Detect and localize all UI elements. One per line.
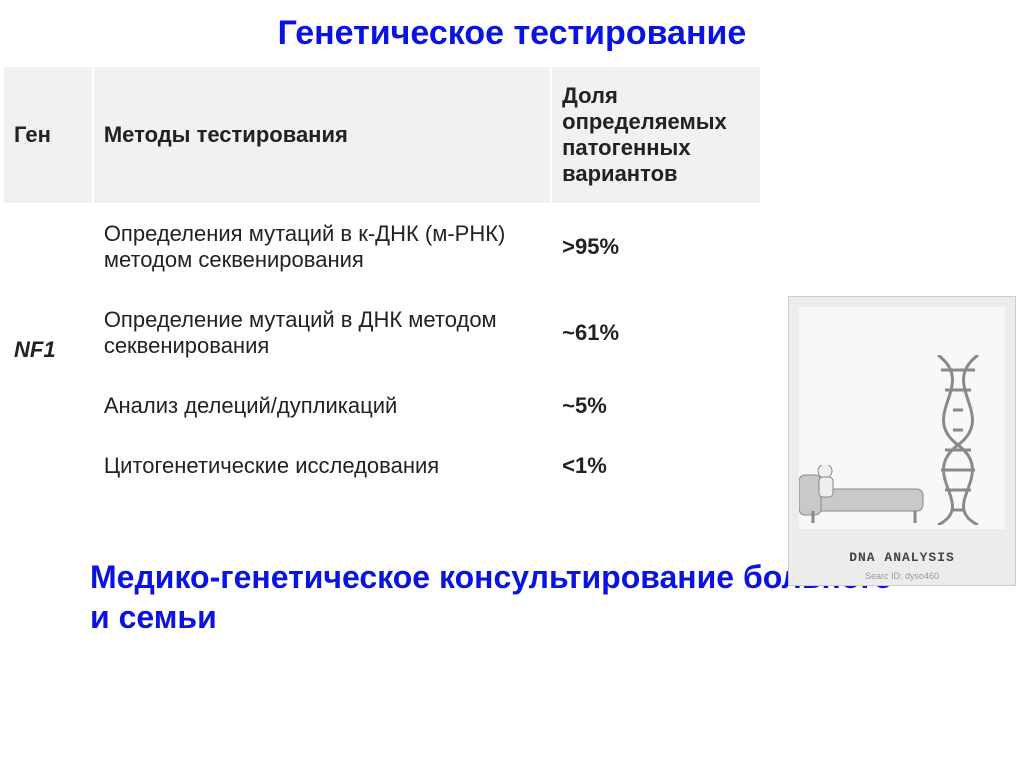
method-cell: Определение мутаций в ДНК методом секвен…: [93, 290, 551, 376]
share-value: ~5%: [562, 393, 607, 418]
method-cell: Анализ делеций/дупликаций: [93, 376, 551, 436]
method-cell: Цитогенетические исследования: [93, 436, 551, 496]
page-title: Генетическое тестирование: [0, 0, 1024, 65]
share-cell: >95%: [551, 204, 761, 290]
col-methods: Методы тестирования: [93, 66, 551, 204]
dna-helix-icon: [923, 355, 993, 525]
cartoon-caption: DNA ANALYSIS: [789, 550, 1015, 565]
share-cell: ~61%: [551, 290, 761, 376]
table-header-row: Ген Методы тестирования Доля определяемы…: [3, 66, 761, 204]
table-row: Цитогенетические исследования <1%: [3, 436, 761, 496]
col-gene: Ген: [3, 66, 93, 204]
share-value: >95%: [562, 234, 619, 259]
share-value: ~61%: [562, 320, 619, 345]
cartoon-watermark: Searc ID: dyso460: [789, 571, 1015, 581]
table-row: Определение мутаций в ДНК методом секвен…: [3, 290, 761, 376]
testing-table: Ген Методы тестирования Доля определяемы…: [2, 65, 762, 497]
col-share: Доля определяемых патогенных вариантов: [551, 66, 761, 204]
table-row: Анализ делеций/дупликаций ~5%: [3, 376, 761, 436]
method-cell: Определения мутаций в к-ДНК (м-РНК) мето…: [93, 204, 551, 290]
gene-cell: NF1: [3, 204, 93, 496]
share-cell: ~5%: [551, 376, 761, 436]
cartoon-image: DNA ANALYSIS Searc ID: dyso460: [788, 296, 1016, 586]
table-row: NF1 Определения мутаций в к-ДНК (м-РНК) …: [3, 204, 761, 290]
share-value: <1%: [562, 453, 607, 478]
page-subtitle: Медико-генетическое консультирование бол…: [90, 557, 910, 637]
share-cell: <1%: [551, 436, 761, 496]
couch-icon: [799, 465, 929, 525]
